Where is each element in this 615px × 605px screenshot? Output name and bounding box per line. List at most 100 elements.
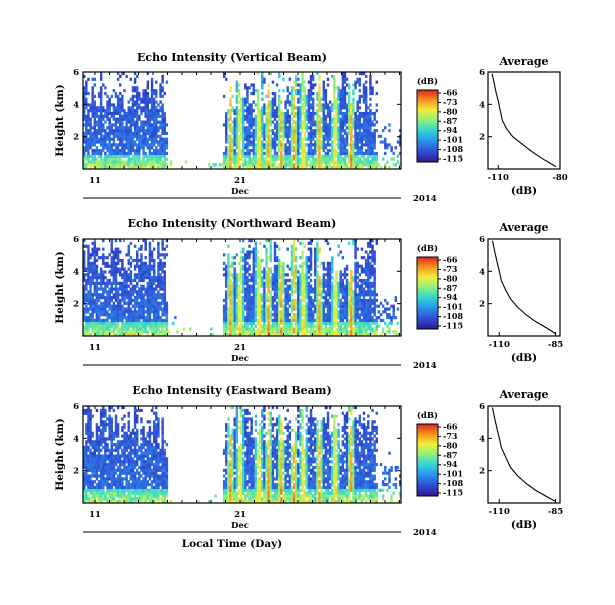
- heatmap-cell: [327, 307, 329, 310]
- heatmap-cell: [106, 155, 108, 158]
- heatmap-cell: [261, 83, 263, 86]
- heatmap-cell: [282, 135, 284, 138]
- heatmap-cell: [352, 149, 354, 152]
- heatmap-cell: [151, 302, 153, 305]
- heatmap-cell: [314, 268, 316, 271]
- heatmap-cell: [299, 282, 301, 285]
- heatmap-cell: [149, 270, 151, 273]
- heatmap-cell: [227, 109, 229, 112]
- heatmap-cell: [280, 279, 282, 282]
- heatmap-cell: [223, 123, 225, 126]
- heatmap-cell: [108, 106, 110, 109]
- heatmap-cell: [306, 293, 308, 296]
- heatmap-cell: [310, 310, 312, 313]
- heatmap-cell: [250, 279, 252, 282]
- heatmap-cell: [238, 89, 240, 92]
- heatmap-cell: [138, 152, 140, 155]
- heatmap-cell: [147, 140, 149, 143]
- heatmap-cell: [246, 109, 248, 112]
- heatmap-cell: [155, 95, 157, 98]
- heatmap-cell: [98, 322, 100, 325]
- heatmap-cell: [257, 299, 259, 302]
- heatmap-cell: [325, 305, 327, 308]
- heatmap-cell: [136, 123, 138, 126]
- heatmap-cell: [151, 288, 153, 291]
- heatmap-cell: [85, 140, 87, 143]
- heatmap-cell: [240, 152, 242, 155]
- heatmap-cell: [108, 152, 110, 155]
- heatmap-cell: [255, 265, 257, 268]
- heatmap-cell: [293, 115, 295, 118]
- heatmap-cell: [144, 163, 146, 166]
- heatmap-cell: [94, 262, 96, 265]
- heatmap-cell: [308, 302, 310, 305]
- heatmap-cell: [327, 313, 329, 316]
- heatmap-cell: [278, 106, 280, 109]
- heatmap-cell: [147, 92, 149, 95]
- profile-x-tick-label: -80: [552, 173, 567, 183]
- heatmap-cell: [234, 152, 236, 155]
- heatmap-cell: [153, 163, 155, 166]
- heatmap-cell: [117, 78, 119, 81]
- heatmap-cell: [325, 302, 327, 305]
- heatmap-cell: [164, 325, 166, 328]
- heatmap-cell: [94, 250, 96, 253]
- heatmap-cell: [144, 106, 146, 109]
- heatmap-cell: [371, 163, 373, 166]
- heatmap-cell: [335, 132, 337, 135]
- heatmap-cell: [301, 296, 303, 299]
- heatmap-cell: [144, 101, 146, 104]
- heatmap-cell: [293, 270, 295, 273]
- heatmap-cell: [282, 276, 284, 279]
- heatmap-cell: [299, 242, 301, 245]
- heatmap-cell: [134, 268, 136, 271]
- heatmap-cell: [89, 268, 91, 271]
- heatmap-cell: [115, 92, 117, 95]
- heatmap-cell: [142, 330, 144, 333]
- heatmap-cell: [136, 265, 138, 268]
- heatmap-cell: [356, 109, 358, 112]
- heatmap-cell: [327, 279, 329, 282]
- heatmap-cell: [164, 112, 166, 115]
- heatmap-cell: [87, 293, 89, 296]
- heatmap-cell: [344, 123, 346, 126]
- heatmap-cell: [153, 296, 155, 299]
- heatmap-cell: [261, 282, 263, 285]
- heatmap-cell: [265, 160, 267, 163]
- heatmap-cell: [104, 158, 106, 161]
- heatmap-cell: [153, 270, 155, 273]
- heatmap-cell: [121, 285, 123, 288]
- heatmap-cell: [342, 143, 344, 146]
- heatmap-cell: [297, 158, 299, 161]
- heatmap-cell: [111, 115, 113, 118]
- heatmap-cell: [246, 132, 248, 135]
- heatmap-cell: [323, 310, 325, 313]
- heatmap-cell: [344, 118, 346, 121]
- heatmap-cell: [363, 155, 365, 158]
- heatmap-cell: [140, 313, 142, 316]
- heatmap-cell: [325, 268, 327, 271]
- heatmap-cell: [316, 296, 318, 299]
- heatmap-cell: [297, 106, 299, 109]
- heatmap-cell: [89, 126, 91, 129]
- heatmap-cell: [153, 106, 155, 109]
- heatmap-cell: [123, 135, 125, 138]
- heatmap-cell: [147, 115, 149, 118]
- heatmap-cell: [308, 319, 310, 322]
- heatmap-cell: [125, 270, 127, 273]
- heatmap-cell: [91, 103, 93, 106]
- heatmap-cell: [308, 138, 310, 141]
- heatmap-cell: [147, 307, 149, 310]
- heatmap-cell: [274, 118, 276, 121]
- heatmap-cell: [157, 248, 159, 251]
- heatmap-cell: [108, 288, 110, 291]
- heatmap-cell: [299, 121, 301, 124]
- heatmap-cell: [308, 121, 310, 124]
- heatmap-cell: [157, 310, 159, 313]
- heatmap-cell: [229, 138, 231, 141]
- heatmap-cell: [267, 290, 269, 293]
- heatmap-cell: [149, 259, 151, 262]
- heatmap-cell: [301, 253, 303, 256]
- heatmap-cell: [238, 327, 240, 330]
- heatmap-cell: [123, 273, 125, 276]
